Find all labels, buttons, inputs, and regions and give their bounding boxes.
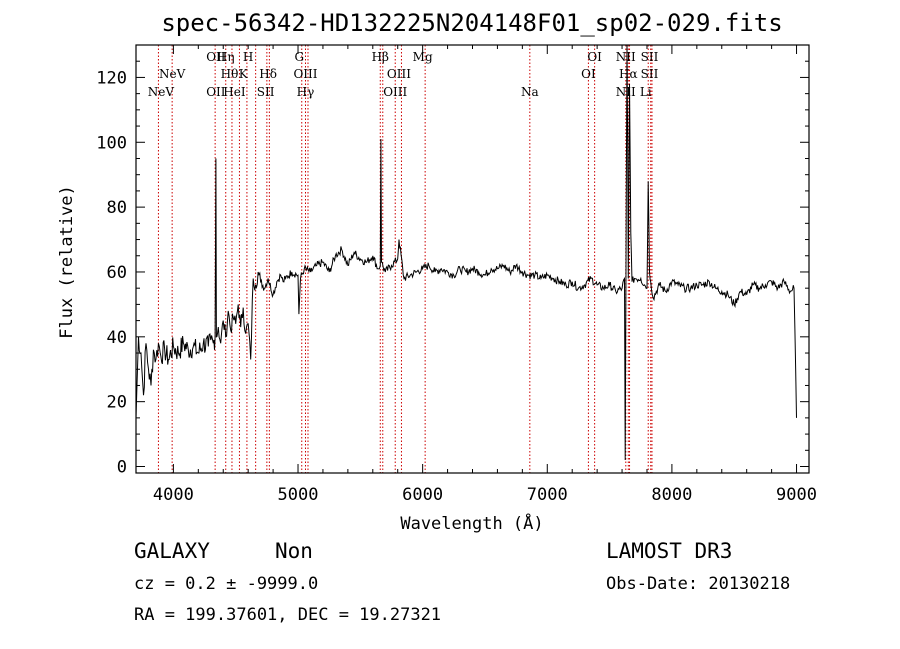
emission-line-label: G xyxy=(294,50,304,64)
emission-line-label: SII xyxy=(257,85,275,99)
plot-frame xyxy=(135,44,810,474)
emission-line-label: Li xyxy=(640,85,652,99)
emission-line-label: SII xyxy=(641,67,659,81)
emission-line-label: Hγ xyxy=(297,85,315,99)
emission-line-label: SII xyxy=(641,50,659,64)
emission-line-label: OI xyxy=(587,50,602,64)
emission-line-label: NeV xyxy=(159,67,186,81)
emission-line-label: NII xyxy=(616,85,636,99)
emission-line-label: HeI xyxy=(223,85,246,99)
x-tick-label: 9000 xyxy=(776,485,817,505)
x-tick-label: 5000 xyxy=(278,485,319,505)
emission-line-label: OIII xyxy=(293,67,317,81)
emission-line-markers xyxy=(157,45,653,473)
emission-line-label: OII xyxy=(206,50,226,64)
emission-line-label: Hδ xyxy=(259,67,277,81)
observation-date: Obs-Date: 20130218 xyxy=(606,574,790,594)
chart-title: spec-56342-HD132225N204148F01_sp02-029.f… xyxy=(161,9,782,37)
survey-name: LAMOST DR3 xyxy=(606,539,732,563)
x-tick-label: 4000 xyxy=(153,485,194,505)
emission-line-label: NII xyxy=(616,50,636,64)
emission-line-label: OII xyxy=(206,85,226,99)
emission-line-label: Hα xyxy=(619,67,638,81)
emission-line-label: OIII xyxy=(387,67,411,81)
y-tick-label: 0 xyxy=(117,458,127,478)
spectrum-line xyxy=(135,44,797,461)
emission-line-label: OI xyxy=(581,67,596,81)
emission-line-label: Mg xyxy=(413,50,433,64)
y-tick-label: 40 xyxy=(107,328,127,348)
x-tick-label: 6000 xyxy=(402,485,443,505)
x-axis-ticks: 4000 5000 6000 7000 8000 9000 xyxy=(153,45,817,505)
x-axis-label: Wavelength (Å) xyxy=(400,512,543,534)
emission-line-label: Hβ xyxy=(372,50,389,64)
emission-line-label: Hθ xyxy=(221,67,239,81)
redshift-cz: cz = 0.2 ± -9999.0 xyxy=(134,574,318,594)
y-tick-label: 80 xyxy=(107,198,127,218)
emission-line-label: H xyxy=(243,50,253,64)
x-tick-label: 7000 xyxy=(527,485,568,505)
y-axis-label: Flux (relative) xyxy=(57,185,77,339)
x-tick-label: 8000 xyxy=(651,485,692,505)
emission-line-label: K xyxy=(239,67,249,81)
y-tick-label: 120 xyxy=(96,68,127,88)
emission-line-label: NeV xyxy=(148,85,175,99)
y-tick-label: 60 xyxy=(107,263,127,283)
object-subclass: Non xyxy=(275,539,313,563)
y-tick-label: 20 xyxy=(107,393,127,413)
emission-line-label: Hη xyxy=(217,50,235,64)
emission-line-label: Na xyxy=(521,85,539,99)
ra-dec: RA = 199.37601, DEC = 19.27321 xyxy=(134,605,441,625)
y-tick-label: 100 xyxy=(96,133,127,153)
emission-line-label: OIII xyxy=(383,85,407,99)
y-axis-ticks: 0 20 40 60 80 100 120 xyxy=(96,60,809,478)
object-class: GALAXY xyxy=(134,539,210,563)
